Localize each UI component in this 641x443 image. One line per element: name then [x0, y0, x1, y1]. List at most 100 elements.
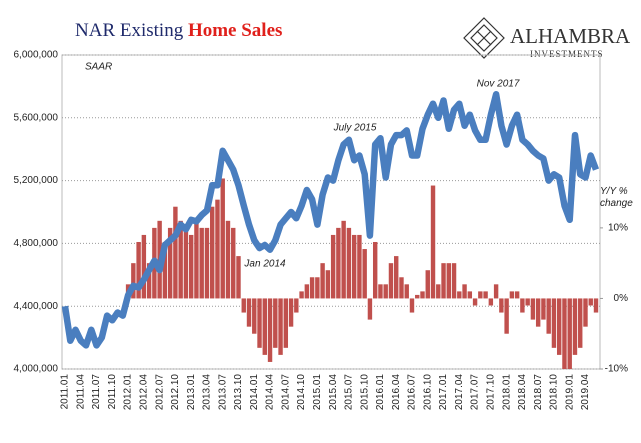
bar	[514, 291, 520, 299]
bar	[399, 277, 404, 299]
bar	[315, 277, 320, 299]
bar	[562, 298, 567, 369]
x-tick-label: 2018.07	[533, 374, 544, 411]
x-tick-label: 2014.10	[296, 374, 307, 411]
y-tick-label: 5,600,000	[14, 112, 59, 123]
bar	[388, 263, 394, 299]
x-tick-label: 2018.04	[517, 374, 528, 411]
bar	[415, 294, 420, 299]
bar	[567, 298, 572, 369]
bar	[472, 298, 478, 306]
bar	[499, 298, 504, 313]
x-tick-label: 2015.04	[328, 374, 339, 411]
bar	[451, 263, 457, 299]
annotation: SAAR	[85, 62, 112, 73]
bar	[136, 241, 141, 299]
annotation: July 2015	[333, 123, 377, 134]
bar	[572, 298, 578, 355]
bar	[336, 227, 341, 299]
x-tick-label: 2016.01	[375, 374, 386, 411]
bar	[257, 298, 262, 348]
x-tick-label: 2019.04	[580, 374, 591, 411]
bar	[530, 298, 536, 320]
y-tick-label: 4,400,000	[14, 301, 59, 312]
x-tick-label: 2012.01	[123, 374, 134, 411]
annotation: Nov 2017	[477, 79, 520, 90]
x-tick-label: 2011.01	[60, 374, 71, 410]
bar	[588, 298, 593, 306]
bar	[325, 270, 331, 299]
bar	[225, 220, 231, 299]
bar	[383, 284, 388, 299]
logo-icon	[463, 17, 505, 59]
bar	[162, 241, 168, 299]
line	[61, 91, 600, 349]
bar	[204, 227, 210, 299]
bar	[504, 298, 509, 334]
x-tick-label: 2019.01	[564, 374, 575, 411]
bar	[441, 263, 446, 299]
bar	[220, 178, 225, 299]
bar	[583, 298, 588, 327]
y2-axis-label: Y/Y % change	[600, 186, 633, 209]
x-tick-label: 2017.10	[485, 374, 496, 411]
bar	[546, 298, 551, 334]
bar	[273, 298, 278, 348]
title-part: NAR Existing	[75, 20, 184, 41]
x-tick-label: 2013.07	[217, 374, 228, 411]
bar	[215, 199, 220, 299]
bar	[278, 298, 283, 355]
bar	[320, 263, 325, 299]
bar	[409, 298, 415, 313]
y2-tick-label: 10%	[608, 223, 628, 234]
x-tick-label: 2011.07	[91, 374, 102, 410]
bar	[556, 298, 562, 355]
bar	[367, 298, 373, 320]
bar	[246, 298, 252, 327]
x-tick-label: 2013.10	[233, 374, 244, 411]
bar	[194, 220, 199, 299]
x-tick-label: 2018.01	[501, 374, 512, 411]
bar	[436, 284, 441, 299]
x-tick-label: 2016.04	[391, 374, 402, 411]
bar	[131, 263, 136, 299]
x-tick-label: 2012.07	[154, 374, 165, 411]
y2-tick-label: -10%	[605, 364, 628, 375]
bar	[283, 298, 289, 348]
x-tick-label: 2014.01	[249, 374, 260, 411]
bar	[351, 234, 357, 299]
title-highlight: Home Sales	[188, 20, 282, 41]
chart-title: NAR Existing Home Sales	[75, 20, 282, 41]
bar	[541, 298, 546, 320]
bar	[483, 291, 488, 299]
logo-text: ALHAMBRA	[510, 24, 631, 48]
bar	[178, 220, 183, 299]
bar	[478, 291, 483, 299]
y2-tick-label: 0%	[614, 293, 629, 304]
bar	[262, 298, 267, 355]
x-tick-label: 2013.04	[202, 374, 213, 411]
bar	[299, 291, 304, 299]
x-tick-label: 2012.10	[170, 374, 181, 411]
bar	[525, 298, 530, 306]
bar	[199, 227, 204, 299]
bar	[430, 185, 436, 299]
x-tick-label: 2017.01	[438, 374, 449, 411]
bar	[341, 220, 346, 299]
bar	[394, 256, 399, 299]
bar	[372, 241, 378, 299]
plot-frame	[61, 54, 601, 370]
bar	[304, 284, 310, 299]
x-tick-label: 2011.10	[107, 374, 118, 410]
bar	[493, 284, 499, 299]
x-tick-label: 2012.04	[139, 374, 150, 411]
bar	[578, 298, 583, 348]
bar	[488, 298, 494, 306]
bar	[509, 291, 515, 299]
bar	[357, 234, 362, 299]
y-tick-label: 4,800,000	[14, 238, 59, 249]
logo-subtext: INVESTMENTS	[530, 49, 604, 59]
bar	[520, 298, 525, 313]
bar	[404, 284, 409, 299]
